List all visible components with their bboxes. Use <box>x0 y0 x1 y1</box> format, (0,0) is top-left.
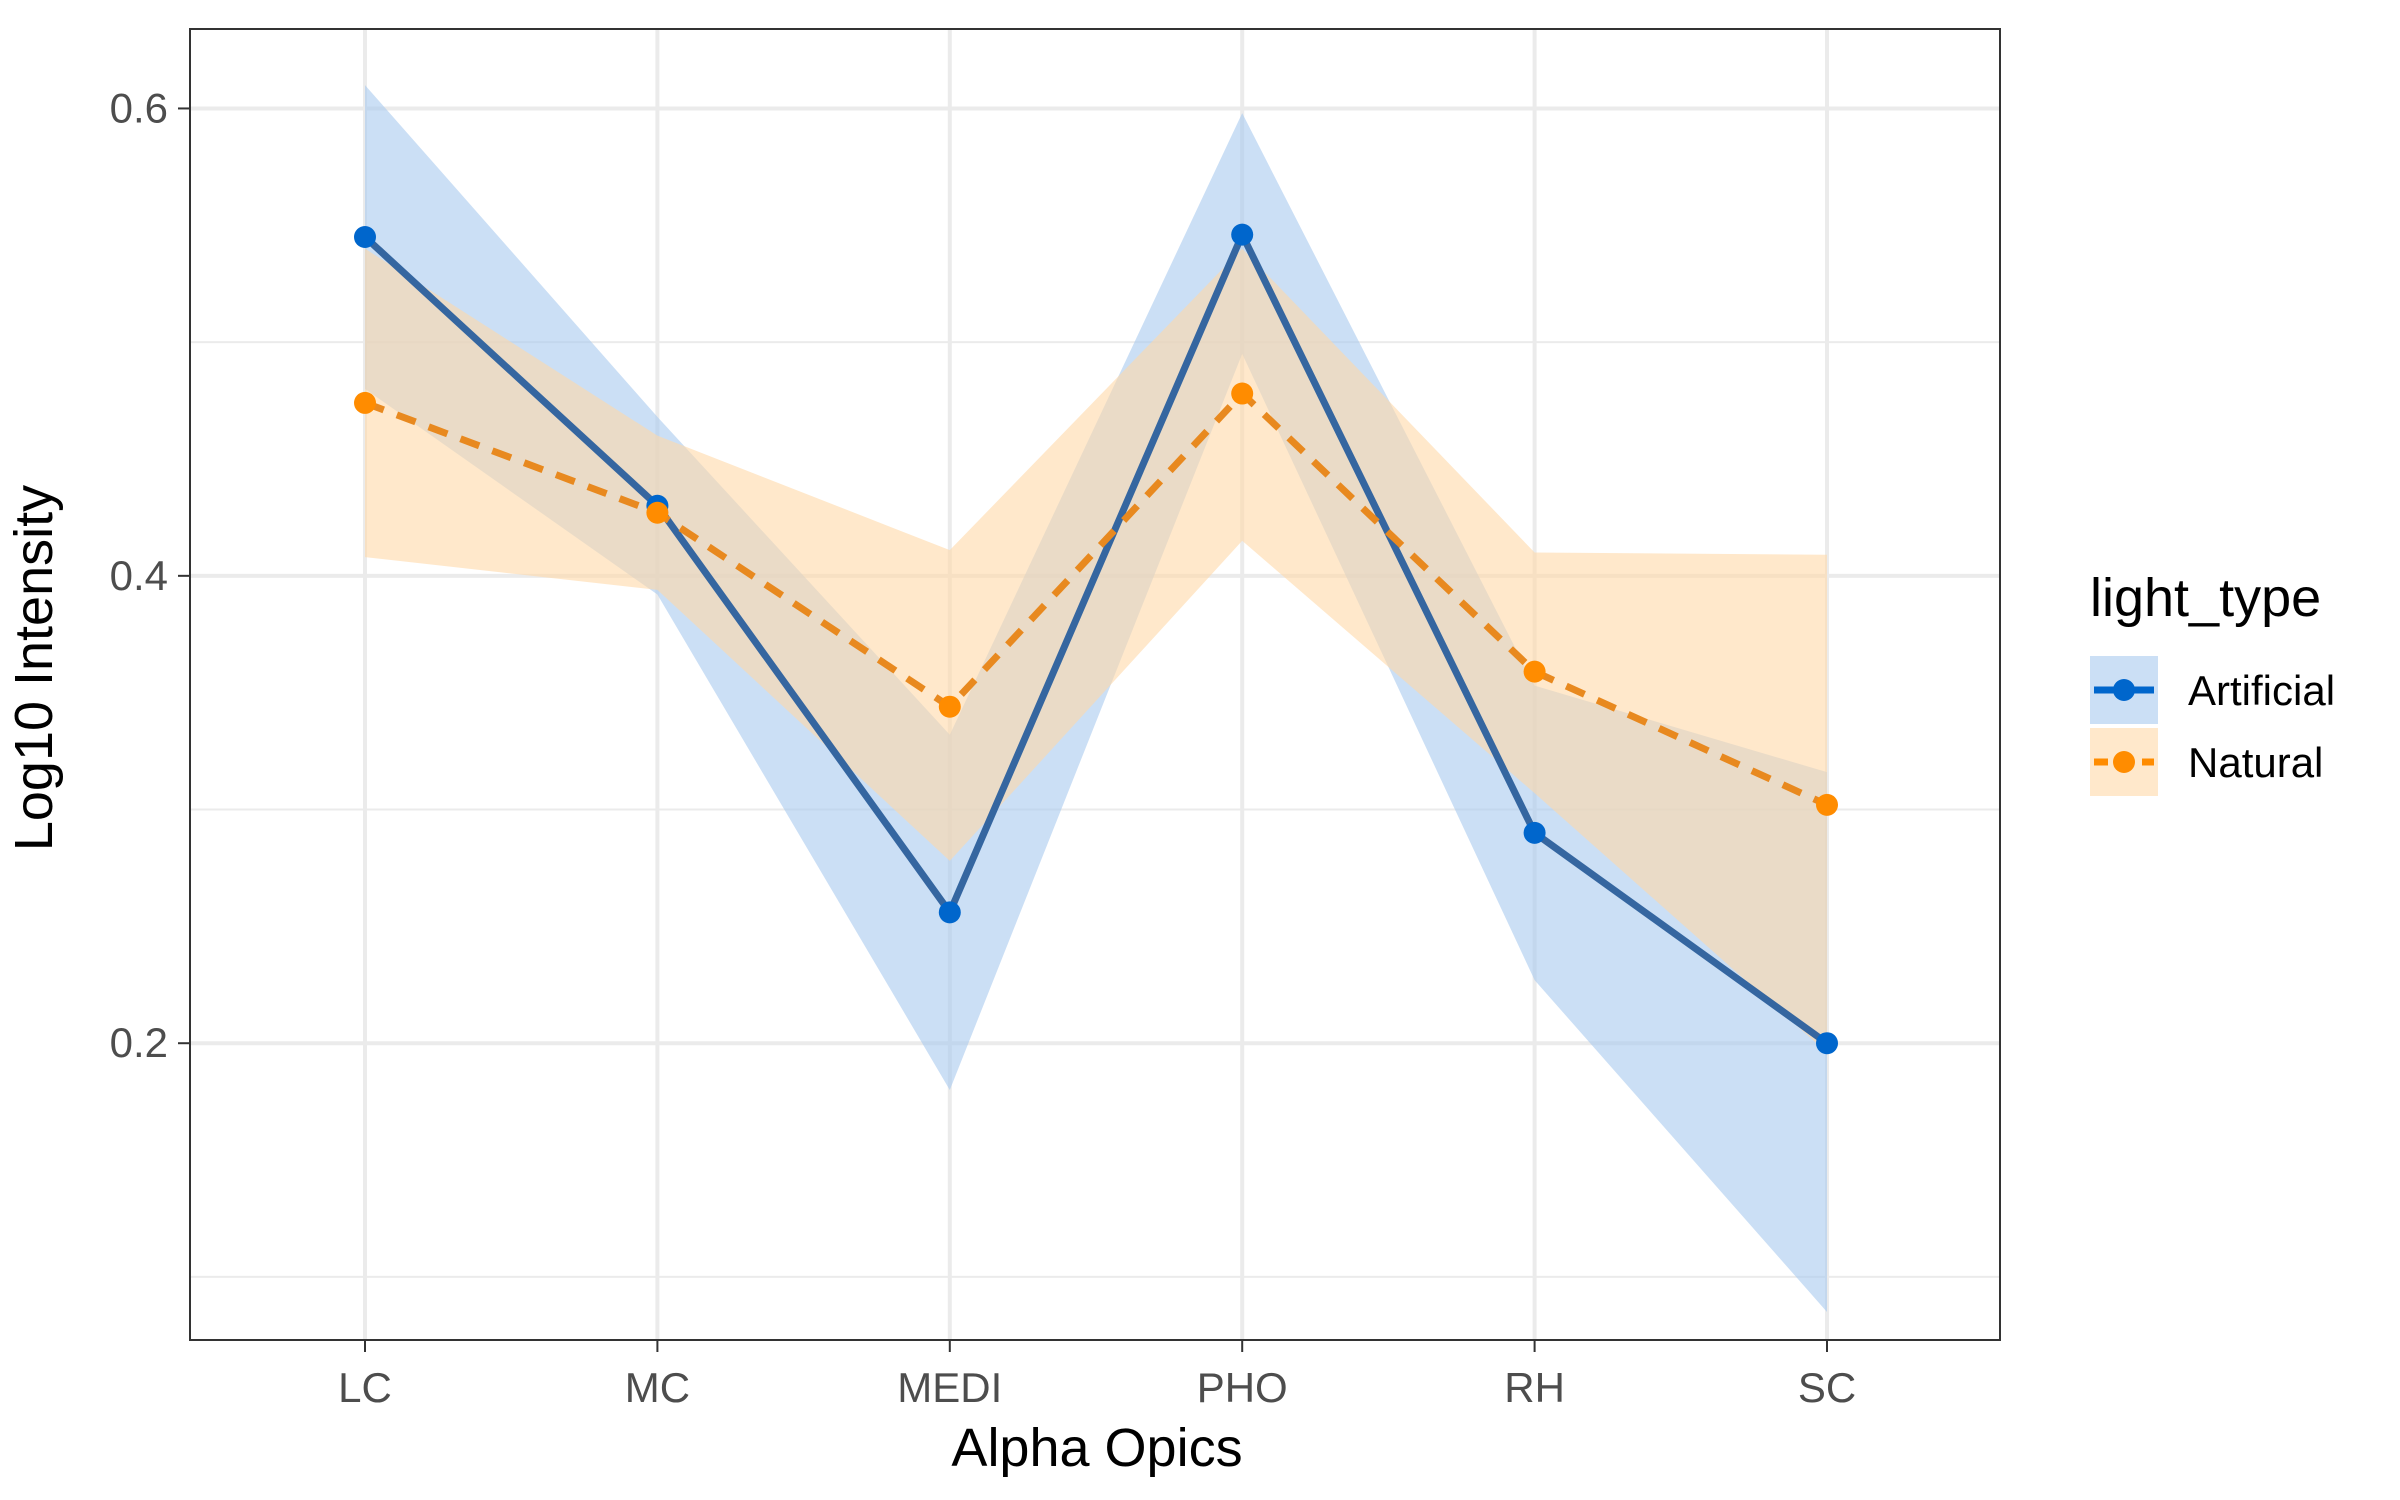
legend-key-point-artificial <box>2113 679 2135 701</box>
data-point-artificial-pho <box>1231 223 1254 246</box>
x-axis-title: Alpha Opics <box>951 1418 1242 1478</box>
x-tick-label: MEDI <box>897 1364 1002 1411</box>
data-point-natural-sc <box>1816 793 1838 816</box>
data-point-natural-lc <box>354 391 376 414</box>
confidence-bands <box>365 85 1827 1312</box>
x-tick-label: LC <box>338 1364 392 1411</box>
data-point-artificial-medi <box>938 901 961 924</box>
series-line-natural <box>363 390 1829 809</box>
data-point-artificial-rh <box>1523 821 1546 844</box>
x-axis-ticks: LC MC MEDI PHO RH SC <box>338 1340 1856 1411</box>
y-tick-label: 0.4 <box>110 552 168 599</box>
data-point-natural-mc <box>646 501 669 524</box>
y-tick-label: 0.6 <box>110 84 168 131</box>
data-point-natural-pho <box>1231 382 1254 405</box>
y-axis-ticks: 0.2 0.4 0.6 <box>110 84 190 1066</box>
y-axis-title: Log10 Intensity <box>4 485 64 851</box>
y-tick-label: 0.2 <box>110 1019 168 1066</box>
legend-label-natural: Natural <box>2188 739 2323 786</box>
data-point-artificial-lc <box>354 225 376 248</box>
x-tick-label: SC <box>1798 1364 1856 1411</box>
legend: light_type Artificial Natural <box>2090 568 2335 796</box>
x-tick-label: PHO <box>1197 1364 1288 1411</box>
series-points <box>354 223 1838 1055</box>
legend-label-artificial: Artificial <box>2188 667 2335 714</box>
data-point-natural-rh <box>1523 660 1546 683</box>
x-tick-label: MC <box>625 1364 690 1411</box>
confidence-band-natural <box>365 248 1827 1053</box>
series-lines <box>362 231 1830 1047</box>
data-point-natural-medi <box>938 695 961 718</box>
legend-items: Artificial Natural <box>2090 656 2335 796</box>
data-point-artificial-sc <box>1816 1032 1838 1055</box>
x-tick-label: RH <box>1504 1364 1565 1411</box>
panel-border <box>189 28 2001 1341</box>
series-line-artificial <box>362 231 1830 1047</box>
legend-key-point-natural <box>2113 751 2135 773</box>
legend-title: light_type <box>2090 568 2321 628</box>
